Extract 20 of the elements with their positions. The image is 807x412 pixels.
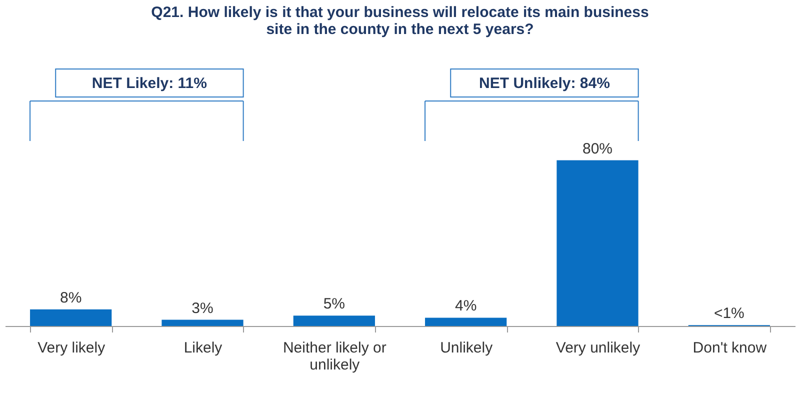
bar xyxy=(556,160,638,326)
x-tick-label: Very likely xyxy=(38,340,106,356)
data-label: <1% xyxy=(714,305,744,322)
x-tick-label: Unlikely xyxy=(440,340,494,356)
data-label: 4% xyxy=(454,298,477,315)
data-label: 3% xyxy=(192,300,214,317)
data-label: 8% xyxy=(60,289,82,306)
text: NET Likely: 11% xyxy=(92,75,207,92)
data-label: 5% xyxy=(323,296,346,313)
bar xyxy=(162,320,244,326)
chart-title: Q21. How likely is it that your business will relocate its main business site in the county in the next 5 years? xyxy=(151,4,649,38)
x-tick-label: Very unlikely xyxy=(556,340,641,356)
text: NET Unlikely: 84% xyxy=(479,75,610,92)
bar xyxy=(425,318,507,326)
x-tick-label: Likely xyxy=(184,340,223,356)
x-tick-label: Don't know xyxy=(692,340,767,356)
data-label: 80% xyxy=(582,140,613,158)
bar xyxy=(293,316,375,326)
x-tick-label: Neither likely or unlikely xyxy=(282,340,386,374)
bar xyxy=(30,309,112,326)
